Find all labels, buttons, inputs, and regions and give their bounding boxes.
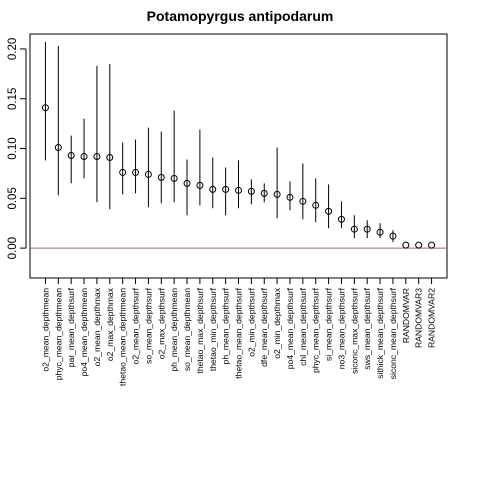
x-tick-label: o2_min_depthsurf [246,287,256,356]
x-tick-label: chl_mean_depthsurf [298,287,308,365]
x-tick-label: o2_mean_depthmean [40,288,50,372]
data-point [54,144,62,152]
data-point [363,225,371,233]
y-axis: 0.00 0.05 0.10 0.15 0.20 [7,38,27,259]
y-tick-label: 0.10 [7,137,19,159]
data-point [222,185,230,193]
x-tick-label: siconc_max_depthsurf [349,287,359,374]
x-tick-label: thetao_mean_depthmean [118,288,128,386]
data-point [389,232,397,240]
x-tick-label: phyc_mean_depthmean [53,288,63,380]
data-point [260,189,268,197]
x-tick-label: RANDOMVAR2 [427,288,437,348]
x-tick-label: o2_max_depthsurf [156,287,166,359]
data-point [106,153,114,161]
x-tick-label: po4_mean_depthsurf [285,287,295,369]
data-point [273,190,281,198]
data-point [41,104,49,112]
x-tick-label: thetao_min_depthsurf [208,287,218,371]
x-tick-label: o2_mean_depthmax [92,287,102,366]
x-tick-label: o2_max_depthmax [105,287,115,361]
x-tick-label: sithick_mean_depthsurf [375,287,385,378]
x-tick-label: so_mean_depthsurf [143,287,153,364]
data-point [376,228,384,236]
data-point [286,193,294,201]
data-point [93,152,101,160]
data-point [402,241,410,249]
data-point [144,170,152,178]
data-point [119,168,127,176]
data-point [209,185,217,193]
chart-title: Potamopyrgus antipodarum [147,8,334,24]
x-tick-label: phyc_mean_depthsurf [311,287,321,373]
data-point [235,186,242,194]
x-tick-label: o2_mean_depthsurf [131,287,141,364]
x-tick-label: so_mean_depthmean [182,288,192,371]
x-tick-label: sws_mean_depthsurf [362,287,372,369]
y-tick-label: 0.20 [7,38,19,60]
data-point [132,168,140,176]
y-tick-label: 0.05 [7,187,19,209]
x-tick-label: po4_mean_depthmean [79,288,89,377]
error-bars [44,41,394,243]
x-tick-label: no3_mean_depthsurf [336,287,346,369]
x-tick-label: o2_min_depthmax [272,287,282,358]
x-tick-label: dfe_mean_depthsurf [259,287,269,366]
data-point [428,241,436,249]
data-point [157,173,165,181]
x-tick-label: siconc_mean_depthsurf [388,287,398,379]
data-point [196,181,204,189]
x-tick-label: ph_mean_depthsurf [221,287,231,364]
x-axis: o2_mean_depthmean phyc_mean_depthmean par_… [40,277,437,386]
x-tick-label: RANDOMVAR [401,288,411,343]
data-point [67,152,75,160]
y-tick-label: 0.00 [7,237,19,259]
data-point [183,179,191,187]
y-tick-label: 0.15 [7,88,19,110]
data-point [350,225,358,233]
data-point [299,197,307,205]
x-tick-label: thetao_mean_depthsurf [234,287,244,378]
x-tick-label: ph_mean_depthmean [169,288,179,372]
x-tick-label: RANDOMVAR3 [414,288,424,348]
data-point [170,174,178,182]
points [41,104,436,249]
data-point [312,201,320,209]
data-point [337,215,345,223]
x-tick-label: si_mean_depthsurf [324,287,334,361]
data-point [325,207,333,215]
x-tick-label: thetao_max_depthsurf [195,287,205,373]
data-point [247,187,255,195]
data-point [415,241,423,249]
data-point [80,152,88,160]
x-tick-label: par_mean_depthsurf [66,287,76,367]
plot-box [29,33,448,279]
